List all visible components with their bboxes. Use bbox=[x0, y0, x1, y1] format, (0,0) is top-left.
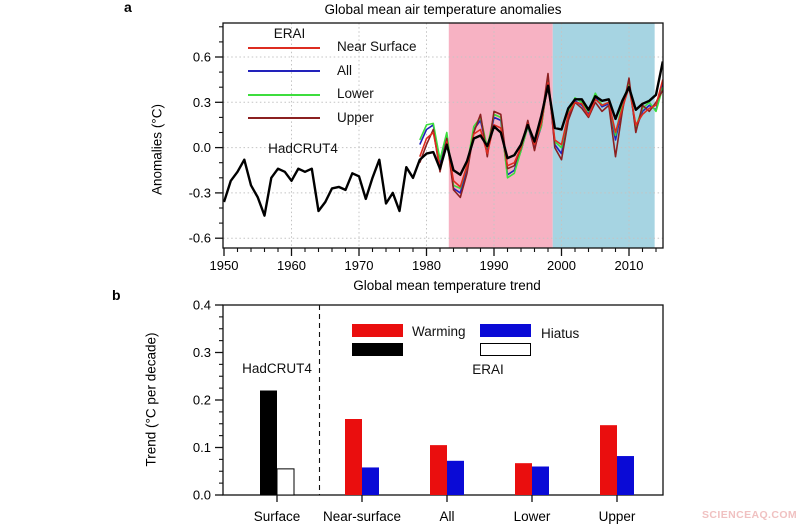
y-tick-label: 0.4 bbox=[193, 298, 211, 313]
bar-warming-all bbox=[430, 445, 447, 495]
panel-a-hadcrut4-label: HadCRUT4 bbox=[268, 141, 338, 156]
y-tick-label: 0.1 bbox=[193, 440, 211, 455]
hiatus-legend-swatch bbox=[480, 324, 531, 337]
panel-b-title: Global mean temperature trend bbox=[353, 278, 541, 293]
panel-a-legend-title: ERAI bbox=[273, 26, 306, 41]
bar-hiatus-upper bbox=[617, 456, 634, 495]
warming-legend-swatch bbox=[352, 324, 403, 337]
y-tick-label: 0.6 bbox=[193, 50, 211, 65]
series-group bbox=[223, 61, 663, 217]
hadcrut4-hiatus-legend-swatch bbox=[480, 343, 531, 356]
category-label-upper: Upper bbox=[599, 509, 636, 524]
series-near-surface-line bbox=[419, 79, 663, 188]
bar-warming-near-surface bbox=[345, 419, 362, 495]
all-legend-label: All bbox=[337, 62, 353, 78]
hiatus-legend-label: Hiatus bbox=[541, 326, 580, 341]
x-tick-label: 1960 bbox=[277, 258, 306, 273]
bar-hiatus-surface bbox=[276, 468, 295, 496]
warming-legend-label: Warming bbox=[412, 324, 466, 339]
near-surface-legend-label: Near Surface bbox=[337, 39, 417, 54]
x-tick-label: 2010 bbox=[615, 258, 644, 273]
lower-legend-label: Lower bbox=[337, 86, 374, 101]
x-tick-label: 1950 bbox=[210, 258, 239, 273]
category-label-lower: Lower bbox=[514, 509, 551, 524]
y-tick-label: -0.6 bbox=[189, 231, 211, 246]
panel-a-title: Global mean air temperature anomalies bbox=[324, 2, 562, 17]
upper-legend-label: Upper bbox=[337, 109, 374, 125]
watermark: SCIENCEAQ.COM bbox=[702, 509, 798, 521]
y-tick-label: 0.0 bbox=[193, 140, 211, 155]
upper-legend-line bbox=[248, 117, 320, 119]
x-tick-label: 1980 bbox=[412, 258, 441, 273]
category-label-near-surface: Near-surface bbox=[323, 509, 401, 524]
hadcrut4-warming-legend-swatch bbox=[352, 343, 403, 356]
bar-warming-upper bbox=[600, 425, 617, 495]
all-legend-line bbox=[248, 70, 320, 72]
bar-hiatus-lower bbox=[532, 466, 549, 495]
series-hadcrut4-line bbox=[223, 61, 663, 217]
near-surface-legend-line bbox=[248, 46, 320, 49]
bar-warming-surface bbox=[260, 390, 277, 495]
y-tick-label: -0.3 bbox=[189, 185, 211, 200]
y-tick-label: 0.3 bbox=[193, 95, 211, 110]
panel-a-plot-box bbox=[222, 22, 664, 249]
y-tick-label: 0.2 bbox=[193, 393, 211, 408]
x-tick-label: 2000 bbox=[547, 258, 576, 273]
region-hiatus-period bbox=[552, 23, 655, 248]
x-tick-label: 1990 bbox=[480, 258, 509, 273]
panel-a-line-chart: 1950 1960 1970 1980 1990 2000 2010 -0.6 -0.3 0.0 0… bbox=[189, 22, 664, 273]
y-tick-label: 0.0 bbox=[193, 488, 211, 503]
panel-b-label: b bbox=[112, 287, 121, 303]
x-tick-label: 1970 bbox=[345, 258, 374, 273]
lower-legend-line bbox=[248, 93, 320, 96]
bar-hiatus-all bbox=[447, 460, 464, 495]
bar-hiatus-near-surface bbox=[362, 467, 379, 495]
panel-b-erai-label: ERAI bbox=[472, 362, 504, 377]
category-label-surface: Surface bbox=[254, 509, 301, 524]
bar-warming-lower bbox=[515, 463, 532, 495]
panel-b-hadcrut4-label: HadCRUT4 bbox=[242, 361, 312, 376]
y-tick-label: 0.3 bbox=[193, 345, 211, 360]
panel-a-label: a bbox=[124, 0, 132, 15]
category-label-all: All bbox=[439, 509, 454, 524]
